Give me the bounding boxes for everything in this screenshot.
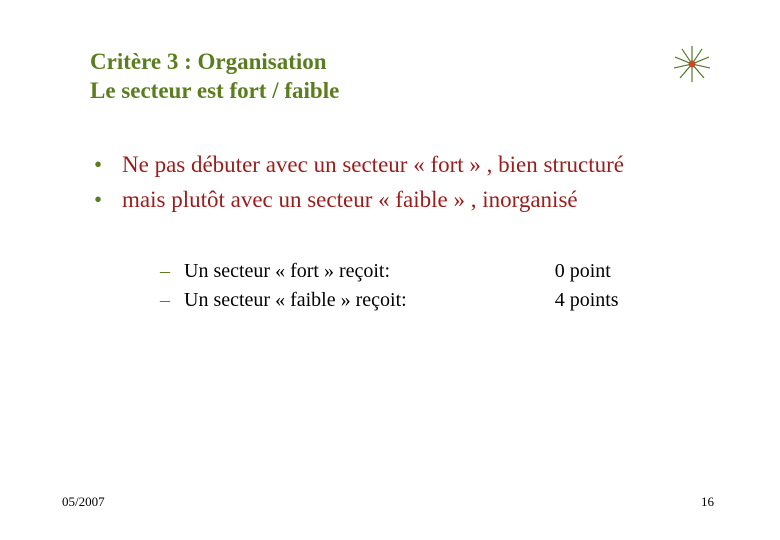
footer-date: 05/2007 xyxy=(62,494,105,510)
detail-row: Un secteur « fort » reçoit: Un secteur «… xyxy=(90,257,710,315)
slide: Critère 3 : Organisation Le secteur est … xyxy=(0,0,780,540)
bullet-item: Ne pas débuter avec un secteur « fort » … xyxy=(90,150,710,180)
dash-item: Un secteur « fort » reçoit: xyxy=(160,257,407,286)
footer-page-number: 16 xyxy=(701,494,714,510)
points-item: 4 points xyxy=(555,286,619,315)
main-bullet-list: Ne pas débuter avec un secteur « fort » … xyxy=(90,150,710,216)
burst-logo-icon xyxy=(672,44,712,84)
slide-title: Critère 3 : Organisation Le secteur est … xyxy=(90,48,710,106)
dash-item: Un secteur « faible » reçoit: xyxy=(160,286,407,315)
dash-list: Un secteur « fort » reçoit: Un secteur «… xyxy=(160,257,407,315)
logo-center xyxy=(689,61,696,68)
points-list: 0 point 4 points xyxy=(555,257,619,315)
bullet-item: mais plutôt avec un secteur « faible » ,… xyxy=(90,185,710,215)
title-line-2: Le secteur est fort / faible xyxy=(90,77,710,106)
title-line-1: Critère 3 : Organisation xyxy=(90,48,710,77)
points-item: 0 point xyxy=(555,257,619,286)
